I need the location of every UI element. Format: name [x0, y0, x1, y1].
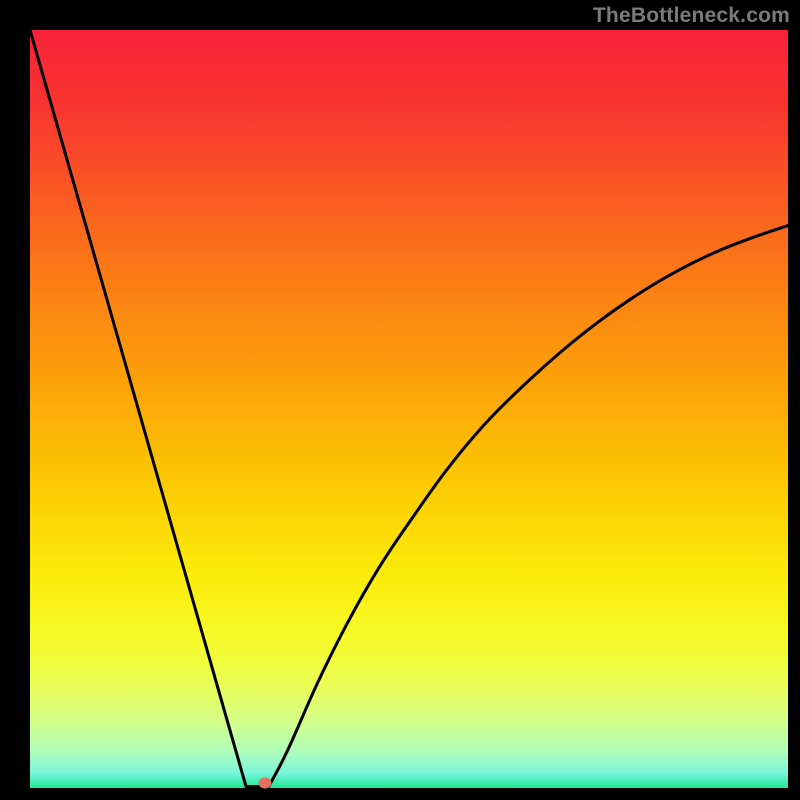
plot-area	[30, 30, 788, 788]
curve-layer	[30, 30, 788, 788]
bottleneck-marker	[258, 778, 271, 789]
attribution-label: TheBottleneck.com	[593, 4, 790, 28]
bottleneck-curve	[30, 30, 788, 786]
chart-container: TheBottleneck.com	[0, 0, 800, 800]
